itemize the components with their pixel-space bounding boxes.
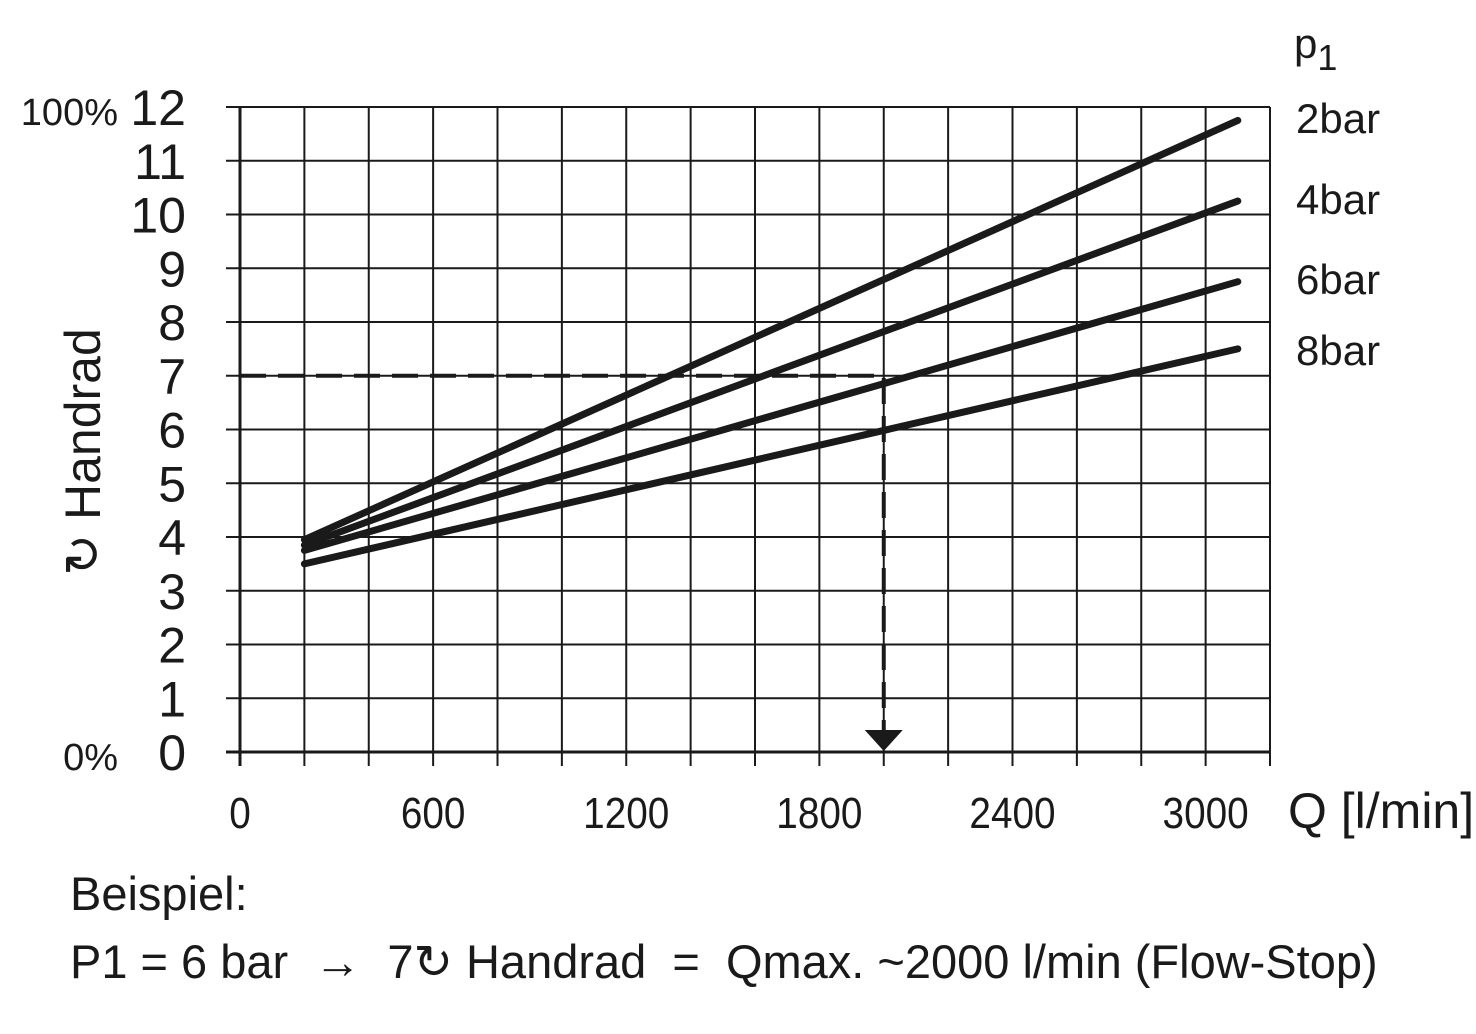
x-tick-label: 600	[401, 788, 466, 838]
guide-dashed-line	[240, 373, 886, 730]
series-line-6bar	[300, 278, 1242, 554]
legend-entry-2bar: 2bar	[1296, 95, 1380, 142]
series-line-8bar	[300, 345, 1242, 568]
y-tick-label: 10	[130, 188, 186, 244]
y-tick-label: 0	[158, 725, 186, 781]
legend-entry-8bar: 8bar	[1296, 327, 1380, 374]
x-tick-label: 2400	[969, 788, 1055, 838]
series-line-2bar	[300, 116, 1242, 544]
y-tick-label: 8	[158, 295, 186, 351]
legend-entry-4bar: 4bar	[1296, 176, 1380, 223]
y-percent-label: 0%	[63, 737, 118, 779]
x-tick-label: 0	[229, 788, 251, 838]
example-text: P1 = 6 bar → 7↻ Handrad = Qmax. ~2000 l/…	[70, 935, 1378, 988]
y-axis-label: ↻ Handrad	[55, 328, 111, 576]
example-title: Beispiel:	[70, 867, 248, 920]
legend-entry-6bar: 6bar	[1296, 256, 1380, 303]
series-lines	[300, 116, 1242, 568]
y-tick-label: 2	[158, 618, 186, 674]
y-tick-label: 7	[158, 349, 186, 405]
axis-ticks	[226, 106, 1271, 766]
y-tick-label: 11	[134, 134, 186, 190]
y-percent-label: 100%	[21, 92, 118, 134]
y-tick-label: 9	[158, 241, 186, 297]
guide-arrow-head	[864, 730, 903, 751]
x-tick-label: 1200	[583, 788, 669, 838]
x-tick-label: 3000	[1163, 788, 1249, 838]
legend: p1 2bar 4bar 6bar 8bar	[1294, 20, 1380, 374]
tick-labels: 0 600 1200 1800 2400 30000123456789101112100%…	[21, 80, 1249, 838]
y-tick-label: 1	[158, 671, 186, 727]
y-tick-label: 4	[158, 510, 186, 566]
y-tick-label: 3	[158, 564, 186, 620]
x-tick-label: 1800	[776, 788, 862, 838]
grid	[226, 106, 1271, 766]
series-line-4bar	[300, 197, 1242, 549]
x-axis-label: Q [l/min]	[1288, 783, 1474, 839]
y-tick-label: 6	[158, 403, 186, 459]
y-tick-label: 5	[158, 456, 186, 512]
dashed-guide	[240, 373, 903, 751]
legend-title: p1	[1294, 20, 1337, 78]
y-tick-label: 12	[130, 80, 186, 136]
